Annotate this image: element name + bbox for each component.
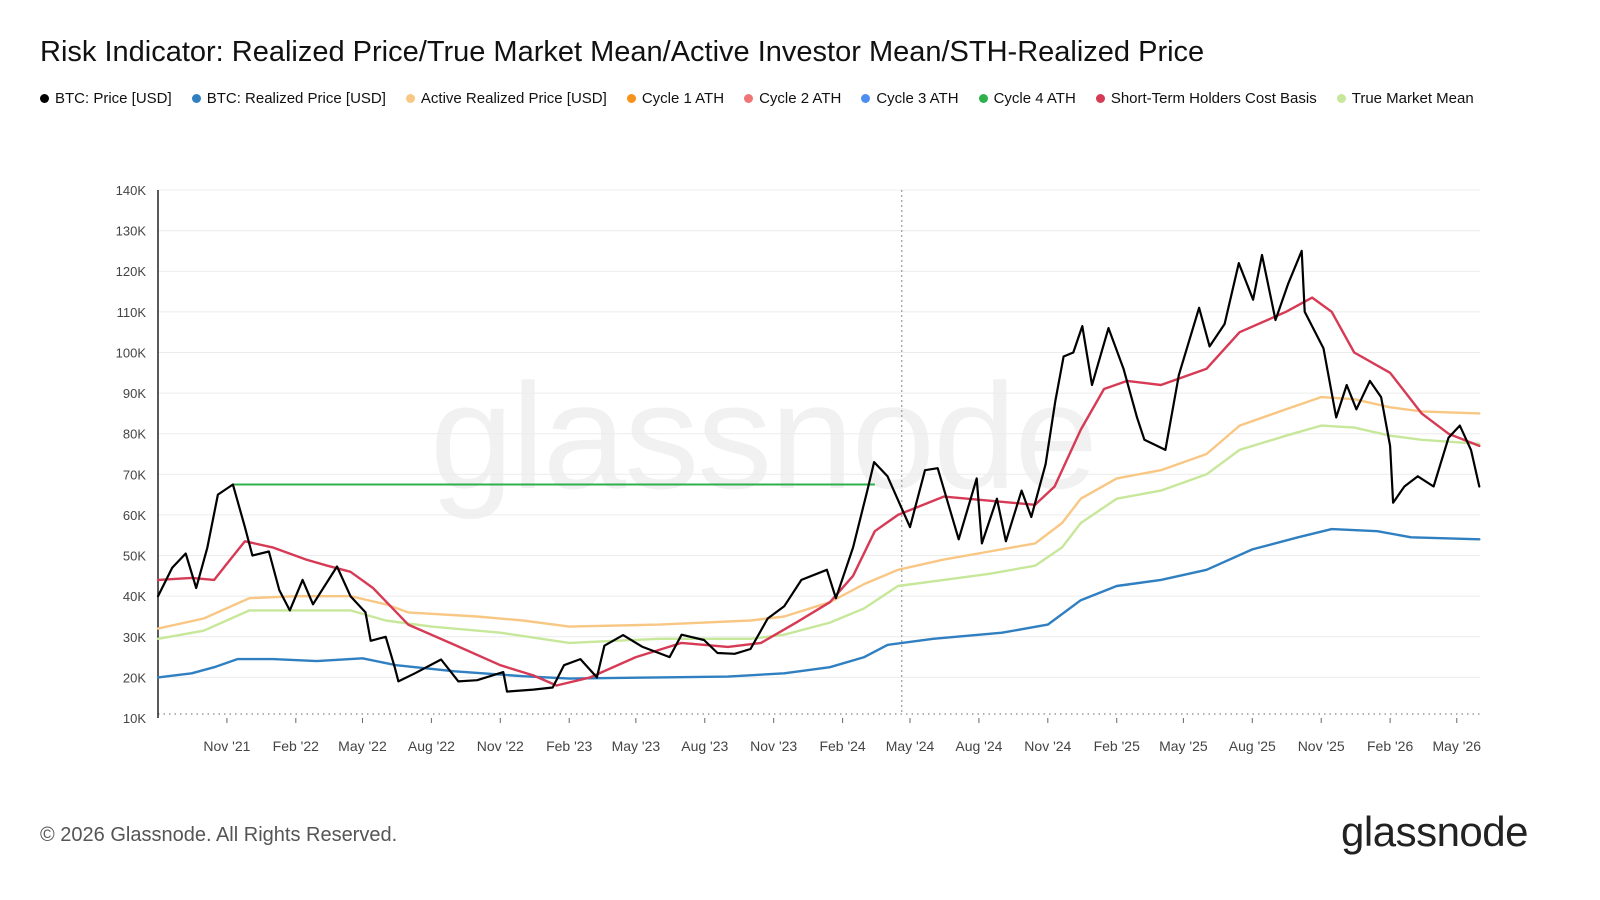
series-line-true-market-mean	[156, 424, 1481, 645]
x-tick-label: May '23	[612, 738, 661, 754]
legend-item[interactable]: BTC: Realized Price [USD]	[191, 90, 386, 107]
series-line-btc-price-usd	[156, 249, 1481, 693]
legend-dot	[405, 94, 415, 103]
x-tick-label: Aug '22	[408, 738, 455, 754]
y-tick-label: 80K	[123, 427, 146, 442]
series-line-btc-realized-price-usd	[156, 527, 1481, 680]
x-tick-label: Feb '24	[819, 738, 865, 754]
legend-dot	[40, 94, 49, 103]
x-tick-label: May '26	[1432, 738, 1481, 754]
legend-dot	[191, 94, 201, 103]
legend-dot	[1336, 94, 1346, 103]
y-tick-label: 100K	[116, 345, 147, 360]
legend-dot	[744, 94, 754, 103]
y-tick-label: 70K	[123, 467, 146, 482]
y-tick-label: 30K	[123, 630, 146, 645]
x-tick-label: Feb '23	[546, 738, 592, 754]
legend-item[interactable]: Cycle 4 ATH	[978, 90, 1076, 107]
x-tick-label: Aug '25	[1229, 738, 1276, 754]
brand-logo: glassnode	[1341, 808, 1528, 855]
legend-item[interactable]: Short-Term Holders Cost Basis	[1095, 90, 1317, 107]
y-tick-label: 120K	[116, 264, 147, 279]
legend-item[interactable]: Cycle 3 ATH	[861, 90, 959, 107]
y-tick-label: 20K	[123, 670, 146, 685]
x-tick-label: Aug '23	[681, 738, 728, 754]
legend-label: Active Realized Price [USD]	[420, 90, 607, 107]
legend-label: Cycle 2 ATH	[759, 90, 842, 107]
x-tick-label: May '25	[1159, 738, 1208, 754]
copyright-text: © 2026 Glassnode. All Rights Reserved.	[40, 824, 398, 846]
legend-dot	[861, 94, 871, 103]
x-tick-label: Aug '24	[955, 738, 1002, 754]
x-tick-label: Nov '23	[750, 738, 797, 754]
legend-item[interactable]: Active Realized Price [USD]	[405, 90, 607, 107]
legend-label: Cycle 1 ATH	[641, 90, 725, 107]
series-line-active-realized-price-usd	[156, 395, 1481, 630]
chart-title: Risk Indicator: Realized Price/True Mark…	[40, 36, 1205, 68]
chart-legend: BTC: Price [USD] BTC: Realized Price [USD…	[40, 90, 1520, 107]
legend-label: Cycle 3 ATH	[876, 90, 959, 107]
legend-dot	[978, 94, 988, 103]
series-line-short-term-holders-cost-basis	[156, 296, 1481, 687]
y-tick-label: 90K	[123, 386, 146, 401]
x-tick-label: Feb '22	[273, 738, 319, 754]
x-tick-label: May '24	[886, 738, 935, 754]
legend-item[interactable]: Cycle 2 ATH	[744, 90, 841, 107]
legend-label: Cycle 4 ATH	[993, 90, 1076, 107]
y-tick-label: 130K	[116, 224, 147, 239]
y-tick-label: 10K	[123, 711, 146, 726]
legend-item[interactable]: Cycle 1 ATH	[626, 90, 725, 107]
y-tick-label: 40K	[123, 589, 146, 604]
legend-label: Short-Term Holders Cost Basis	[1110, 90, 1317, 107]
y-tick-label: 50K	[123, 549, 146, 564]
legend-label: True Market Mean	[1351, 90, 1474, 107]
x-tick-label: May '22	[338, 738, 387, 754]
legend-dot	[626, 94, 636, 103]
x-tick-label: Nov '22	[477, 738, 524, 754]
y-tick-label: 60K	[123, 508, 146, 523]
x-tick-label: Nov '21	[203, 738, 250, 754]
x-tick-label: Feb '25	[1094, 738, 1140, 754]
legend-item[interactable]: BTC: Price [USD]	[40, 90, 172, 107]
legend-label: BTC: Realized Price [USD]	[206, 90, 386, 107]
legend-item[interactable]: True Market Mean	[1336, 90, 1474, 107]
x-tick-label: Nov '25	[1298, 738, 1345, 754]
y-tick-label: 140K	[116, 183, 147, 198]
legend-label: BTC: Price [USD]	[55, 90, 172, 107]
y-tick-label: 110K	[117, 305, 147, 320]
x-tick-label: Nov '24	[1024, 738, 1071, 754]
x-tick-label: Feb '26	[1367, 738, 1413, 754]
legend-dot	[1095, 94, 1105, 103]
